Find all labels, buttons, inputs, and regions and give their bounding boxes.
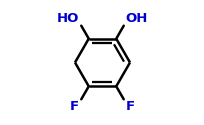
Text: F: F: [125, 100, 134, 113]
Text: OH: OH: [125, 12, 147, 25]
Text: F: F: [70, 100, 79, 113]
Text: HO: HO: [57, 12, 79, 25]
